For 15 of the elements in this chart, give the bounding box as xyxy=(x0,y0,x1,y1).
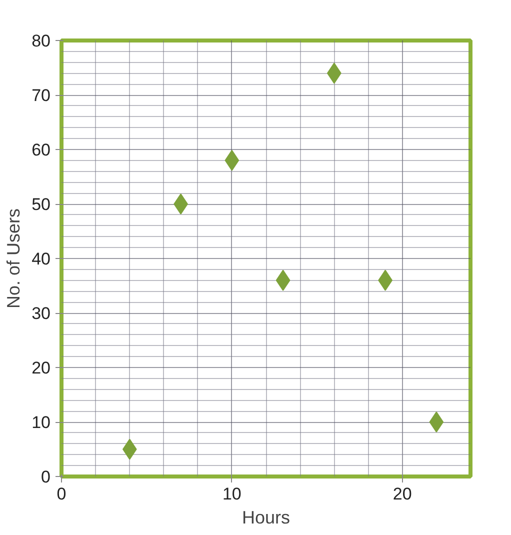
x-tick-label: 0 xyxy=(56,484,66,504)
point xyxy=(429,412,444,432)
y-tick-label: 20 xyxy=(32,358,51,378)
y-axis-title: No. of Users xyxy=(4,208,24,309)
y-tick-label: 80 xyxy=(32,32,51,50)
x-tick-label: 10 xyxy=(222,484,242,504)
y-tick-label: 50 xyxy=(32,195,51,214)
x-tick-label: 20 xyxy=(392,484,412,504)
y-tick-label: 40 xyxy=(32,250,51,268)
y-tick-label: 60 xyxy=(32,140,51,160)
y-tick-label: 10 xyxy=(32,413,51,432)
y-tick-label: 30 xyxy=(32,304,51,323)
y-tick-label: 70 xyxy=(32,86,51,105)
x-axis-title: Hours xyxy=(242,508,290,528)
y-tick-label: 0 xyxy=(41,468,51,486)
